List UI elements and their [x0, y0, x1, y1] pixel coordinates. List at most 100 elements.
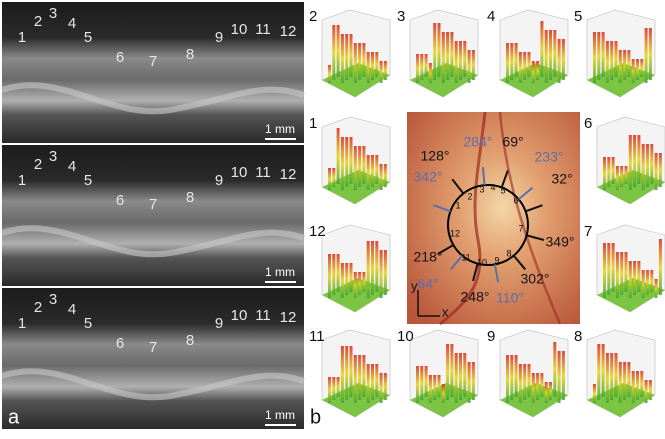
- plot-spike: [380, 373, 383, 403]
- layer-label: 4: [68, 158, 76, 175]
- plot-spike: [446, 32, 449, 80]
- plot-spike: [367, 241, 370, 298]
- plot-spike: [337, 128, 340, 184]
- plot-spike: [459, 353, 462, 400]
- clock-label: 11: [461, 252, 470, 262]
- plot-spike: [350, 137, 353, 184]
- plot-spike: [602, 344, 605, 397]
- angle-label: 32°: [551, 171, 572, 187]
- fundus-image: [407, 112, 580, 324]
- plot-spike: [463, 41, 466, 77]
- plot-spike: [332, 254, 335, 295]
- layer-label: 12: [280, 309, 297, 326]
- angle-label: 302°: [521, 271, 550, 287]
- layer-label: 5: [84, 315, 92, 332]
- layer-label: 4: [68, 15, 76, 32]
- flow-plot: 12: [309, 223, 390, 312]
- plot-spike: [640, 59, 643, 77]
- plot-spike: [375, 364, 378, 397]
- plot-spike: [375, 155, 378, 184]
- plot-spike: [655, 279, 658, 298]
- plot-spike: [371, 241, 374, 295]
- plot-spike: [332, 25, 335, 80]
- plot-spike: [425, 366, 428, 397]
- plot-spike: [632, 59, 635, 83]
- plot-label: 6: [584, 115, 592, 132]
- plot-spike: [655, 153, 658, 190]
- plot-spike: [536, 373, 539, 400]
- plot-spike: [659, 239, 662, 295]
- clock-label: 7: [518, 223, 523, 233]
- plot-spike: [540, 21, 543, 77]
- angle-label: 248°: [461, 289, 490, 305]
- plot-spike: [642, 144, 645, 190]
- plot-spike: [433, 375, 436, 400]
- angle-label: 128°: [421, 148, 450, 164]
- clock-label: 4: [490, 182, 495, 192]
- plot-spike: [371, 364, 374, 400]
- plot-spike: [350, 263, 353, 292]
- panel-label: b: [310, 406, 321, 428]
- clock-label: 1: [455, 200, 460, 210]
- plot-spike: [633, 135, 636, 187]
- plot-spike: [384, 164, 387, 187]
- plot-label: 5: [574, 8, 582, 25]
- plot-spike: [619, 50, 622, 83]
- plot-spike: [607, 157, 610, 187]
- layer-label: 1: [18, 29, 26, 46]
- plot-spike: [341, 137, 344, 190]
- angle-label: 349°: [546, 234, 575, 250]
- plot-spike: [515, 43, 518, 77]
- plot-spike: [619, 362, 622, 403]
- plot-spike: [650, 144, 653, 184]
- layer-label: 1: [18, 315, 26, 332]
- plot-spike: [354, 146, 357, 190]
- plot-spike: [603, 243, 606, 298]
- plot-spike: [375, 241, 378, 292]
- plot-label: 8: [574, 328, 582, 345]
- layer-label: 2: [34, 156, 42, 173]
- plot-spike: [553, 342, 556, 397]
- plot-spike: [629, 261, 632, 298]
- flow-plot: 5: [574, 8, 655, 97]
- layer-label: 8: [186, 332, 194, 349]
- plot-spike: [384, 250, 387, 295]
- angle-label: 218°: [414, 249, 443, 265]
- plot-spike: [429, 63, 432, 83]
- plot-spike: [627, 362, 630, 397]
- layer-label: 6: [116, 49, 124, 66]
- plot-spike: [455, 353, 458, 403]
- plot-label: 7: [584, 223, 592, 240]
- plot-spike: [615, 41, 618, 77]
- layer-label: 5: [84, 172, 92, 189]
- angle-label: 342°: [414, 169, 443, 185]
- plot-spike: [558, 351, 561, 403]
- plot-spike: [337, 25, 340, 77]
- plot-spike: [620, 166, 623, 187]
- plot-label: 3: [397, 8, 405, 25]
- plot-spike: [523, 52, 526, 80]
- layer-label: 7: [149, 196, 157, 213]
- plot-spike: [616, 166, 619, 190]
- plot-spike: [637, 135, 640, 184]
- plot-spike: [371, 155, 374, 187]
- plot-spike: [625, 252, 628, 292]
- plot-spike: [345, 346, 348, 400]
- flow-plot: 6: [584, 115, 665, 204]
- plot-spike: [345, 137, 348, 187]
- layer-label: 5: [84, 29, 92, 46]
- panel-label: a: [8, 406, 20, 428]
- layer-label: 1: [18, 172, 26, 189]
- plot-spike: [636, 59, 639, 80]
- plot-label: 10: [397, 328, 414, 345]
- scale-bar-label: 1 mm: [265, 122, 295, 136]
- plot-spike: [610, 353, 613, 400]
- layer-label: 2: [34, 299, 42, 316]
- clock-label: 3: [479, 184, 484, 194]
- layer-label: 10: [231, 164, 248, 181]
- layer-label: 11: [255, 307, 271, 324]
- plot-spike: [380, 164, 383, 190]
- clock-label: 9: [494, 255, 499, 265]
- flow-plot: 9: [487, 328, 568, 417]
- plot-spike: [558, 39, 561, 83]
